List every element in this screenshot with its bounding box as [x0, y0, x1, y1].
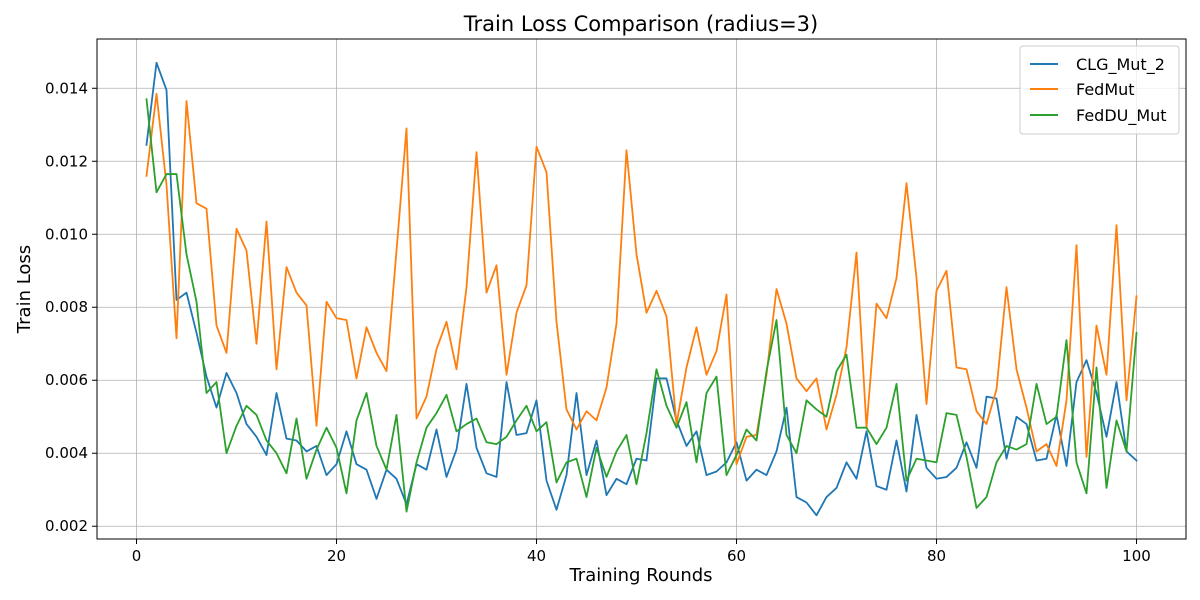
y-tick-label: 0.002: [45, 517, 88, 535]
series-line-feddu-mut: [145, 98, 1138, 513]
series-lines: [145, 61, 1138, 517]
legend-label-clg-mut-2: CLG_Mut_2: [1076, 55, 1165, 75]
chart-title: Train Loss Comparison (radius=3): [463, 12, 818, 36]
x-tick-label: 100: [1122, 547, 1151, 565]
legend-label-fedmut: FedMut: [1076, 80, 1135, 99]
y-tick-label: 0.010: [45, 225, 88, 243]
y-axis-label: Train Loss: [14, 245, 35, 334]
x-tick-label: 0: [132, 547, 142, 565]
y-tick-label: 0.008: [45, 298, 88, 316]
y-tick-label: 0.012: [45, 152, 88, 170]
x-tick-label: 60: [727, 547, 746, 565]
x-axis-label: Training Rounds: [568, 565, 712, 586]
legend: CLG_Mut_2 FedMut FedDU_Mut: [1019, 45, 1180, 135]
y-tick-label: 0.006: [45, 371, 88, 389]
legend-label-feddu-mut: FedDU_Mut: [1076, 106, 1167, 126]
x-tick-label: 80: [927, 547, 946, 565]
series-line-fedmut: [145, 92, 1138, 467]
y-tick-label: 0.004: [45, 444, 88, 462]
legend-box: [1019, 45, 1180, 135]
x-tick-label: 40: [527, 547, 546, 565]
x-tick-label: 20: [327, 547, 346, 565]
axis-ticks: 0 20 40 60 80 100 0.002 0.004 0.006 0.008 0.010 0.0…: [45, 79, 1151, 565]
y-tick-label: 0.014: [45, 79, 88, 97]
plot-frame: [96, 38, 1187, 540]
